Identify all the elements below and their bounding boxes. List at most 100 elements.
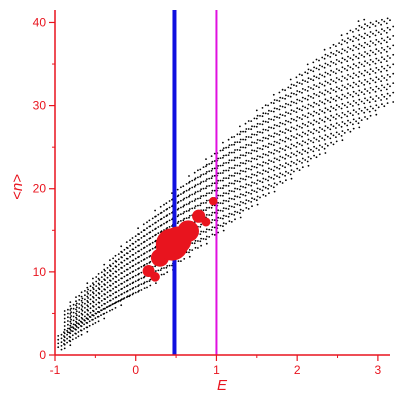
level-dot (250, 144, 253, 147)
level-dot (340, 61, 343, 64)
level-dot (210, 229, 213, 231)
level-dot (89, 294, 92, 296)
level-dot (250, 168, 253, 171)
level-dot (375, 95, 378, 97)
level-dot (222, 202, 224, 205)
x-tick-label: 0 (132, 363, 139, 377)
level-dot (278, 151, 281, 153)
level-dot (264, 170, 267, 173)
level-dot (262, 169, 265, 172)
level-dot (183, 211, 186, 213)
level-dot (389, 38, 391, 40)
level-dot (338, 133, 340, 136)
level-dot (332, 71, 335, 73)
level-dot (86, 300, 89, 302)
level-dot (324, 134, 327, 137)
level-dot (301, 157, 304, 160)
level-dot (97, 315, 100, 318)
level-dot (347, 101, 349, 104)
level-dot (234, 172, 236, 175)
level-dot (341, 112, 344, 114)
level-dot (180, 220, 182, 222)
level-dot (326, 99, 329, 102)
level-dot (180, 186, 182, 189)
level-dot (272, 102, 275, 105)
level-dot (81, 309, 84, 312)
level-dot (284, 157, 286, 160)
level-dot (377, 78, 380, 81)
level-dot (372, 70, 374, 72)
level-dot (219, 202, 222, 205)
level-dot (157, 269, 160, 272)
level-dot (123, 291, 126, 294)
level-dot (324, 89, 327, 92)
level-dot (126, 295, 129, 298)
level-dot (77, 326, 80, 329)
level-dot (165, 266, 168, 269)
level-dot (202, 166, 205, 169)
level-dot (358, 117, 361, 120)
level-dot (210, 162, 213, 165)
level-dot (87, 288, 89, 291)
level-dot (234, 187, 236, 190)
level-dot (268, 159, 270, 162)
level-dot (140, 237, 143, 239)
level-dot (227, 138, 230, 141)
level-dot (222, 154, 225, 157)
level-dot (261, 189, 264, 192)
level-dot (146, 221, 148, 224)
level-dot (228, 189, 231, 192)
level-dot (188, 194, 191, 197)
level-dot (202, 230, 205, 233)
level-dot (310, 69, 312, 72)
level-dot (230, 144, 233, 146)
level-dot (289, 147, 292, 150)
level-dot (358, 71, 361, 73)
level-dot (244, 122, 247, 125)
level-dot (312, 97, 315, 99)
level-dot (78, 311, 81, 313)
level-dot (363, 28, 366, 30)
level-dot (191, 193, 194, 196)
level-dot (114, 307, 117, 309)
level-dot (392, 82, 395, 84)
level-dot (341, 66, 344, 69)
level-dot (69, 313, 72, 315)
level-dot (188, 195, 190, 198)
level-dot (134, 257, 137, 260)
level-dot (106, 271, 109, 274)
level-dot (381, 84, 383, 87)
level-dot (253, 117, 256, 120)
level-dot (126, 290, 129, 292)
level-dot (385, 79, 388, 81)
level-dot (273, 132, 276, 135)
level-dot (117, 294, 120, 297)
level-dot (318, 122, 320, 124)
level-dot (75, 316, 77, 319)
level-dot (225, 169, 228, 172)
level-dot (284, 123, 286, 126)
level-dot (318, 108, 321, 111)
level-dot (233, 214, 236, 216)
level-dot (268, 134, 270, 137)
level-dot (95, 285, 98, 287)
level-dot (199, 226, 202, 228)
level-dot (313, 128, 315, 131)
level-dot (63, 313, 66, 316)
level-dot (347, 119, 349, 122)
level-dot (210, 206, 213, 209)
level-dot (386, 64, 389, 67)
level-dot (341, 75, 344, 78)
level-dot (87, 314, 89, 316)
level-dot (176, 188, 179, 191)
level-dot (307, 94, 310, 97)
level-dot (199, 182, 202, 185)
level-dot (103, 263, 106, 266)
level-dot (355, 46, 357, 49)
level-dot (293, 170, 295, 173)
level-dot (381, 75, 383, 77)
level-dot (140, 254, 143, 257)
level-dot (98, 283, 101, 286)
level-dot (208, 214, 211, 216)
level-dot (295, 111, 298, 113)
